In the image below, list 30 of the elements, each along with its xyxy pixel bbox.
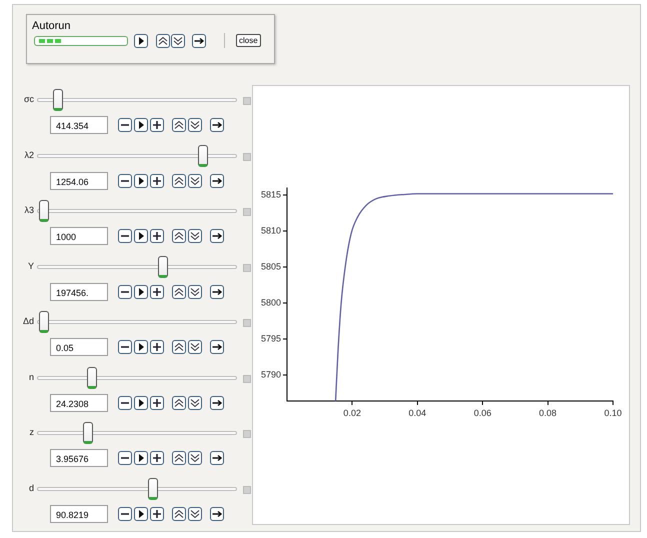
- text-field: 1000: [50, 227, 108, 245]
- text-field: 1254.06: [50, 172, 108, 190]
- text: d: [28, 482, 34, 492]
- x-tick-label: 0.04: [408, 408, 426, 418]
- y-tick-label: 5795: [260, 334, 281, 344]
- text: Y: [26, 260, 34, 270]
- text-field: 3.95676: [50, 449, 108, 467]
- text-field: 90.8219: [50, 504, 108, 522]
- text-field: 414.354: [50, 116, 108, 134]
- y-tick-label: 5800: [260, 298, 281, 308]
- text: Autorun: [32, 20, 71, 32]
- text: σc: [22, 94, 34, 104]
- text-field: 0.05: [50, 338, 108, 356]
- y-tick-label: 5810: [260, 226, 281, 236]
- text: Δd: [22, 316, 34, 326]
- y-tick-label: 5790: [260, 370, 281, 380]
- text-field: 197456.: [50, 282, 108, 300]
- text: λ3: [23, 205, 34, 215]
- line-series: [334, 193, 613, 401]
- x-tick-label: 0.08: [539, 408, 557, 418]
- close-button: close: [236, 34, 261, 47]
- x-tick-label: 0.06: [474, 408, 492, 418]
- x-tick-label: 0.10: [604, 408, 622, 418]
- text: λ2: [23, 150, 34, 160]
- y-tick-label: 5805: [260, 262, 281, 272]
- text: n: [28, 372, 34, 382]
- text-field: 24.2308: [50, 394, 108, 412]
- y-tick-label: 5815: [260, 190, 281, 200]
- text: z: [28, 427, 34, 437]
- x-tick-label: 0.02: [343, 408, 361, 418]
